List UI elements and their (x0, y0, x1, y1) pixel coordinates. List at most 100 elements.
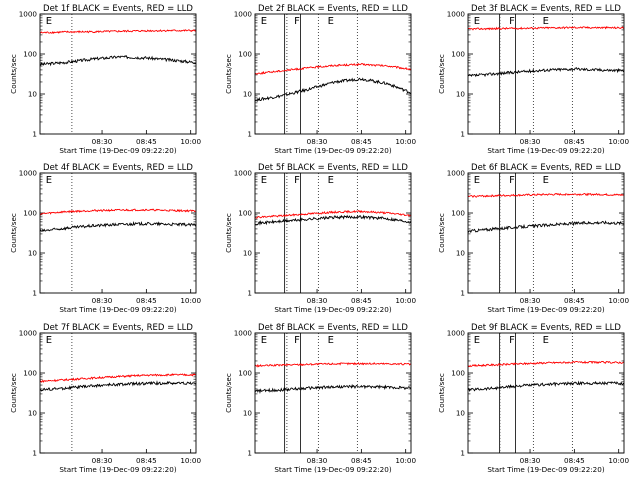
x-tick-label: 08:45 (564, 456, 585, 465)
plot-frame (254, 13, 412, 135)
x-tick-label: 08:45 (351, 137, 372, 146)
y-tick-label: 1000 (447, 10, 466, 19)
plot-frame (467, 172, 625, 294)
flag-label: E (328, 16, 334, 27)
x-tick-label: 08:45 (564, 137, 585, 146)
x-tick-label: 08:30 (520, 296, 541, 305)
y-tick-label: 100 (23, 209, 37, 218)
y-axis-label: Counts/sec (224, 213, 233, 253)
x-tick-label: 10:00 (395, 456, 416, 465)
y-tick-label: 1000 (234, 169, 253, 178)
y-tick-label: 1 (460, 130, 465, 139)
x-axis-label: Start Time (19-Dec-09 09:22:20) (59, 305, 176, 314)
panel-title: Det 8f BLACK = Events, RED = LLD (258, 323, 408, 333)
flag-label: F (509, 175, 515, 186)
y-tick-label: 1 (32, 289, 37, 298)
x-axis-label: Start Time (19-Dec-09 09:22:20) (487, 146, 604, 155)
flag-label: E (328, 175, 334, 186)
y-axis-label: Counts/sec (9, 54, 18, 94)
y-tick-label: 100 (451, 369, 465, 378)
series-line-events (39, 221, 197, 233)
plot-frame (467, 13, 625, 135)
flag-label: E (261, 335, 267, 346)
series-line-events (467, 67, 625, 78)
y-tick-label: 1 (247, 449, 252, 458)
y-tick-label: 1 (32, 449, 37, 458)
flag-label: F (509, 16, 515, 27)
series-line-lld (467, 25, 625, 31)
flag-label: E (46, 175, 52, 186)
flag-label: E (261, 175, 267, 186)
plot-frame (39, 172, 197, 294)
x-axis-label: Start Time (19-Dec-09 09:22:20) (487, 305, 604, 314)
x-tick-label: 08:30 (520, 137, 541, 146)
flag-label: E (543, 16, 549, 27)
y-axis-label: Counts/sec (224, 54, 233, 94)
y-tick-label: 1000 (234, 10, 253, 19)
x-axis-label: Start Time (19-Dec-09 09:22:20) (487, 465, 604, 474)
panel-det-6: Det 6f BLACK = Events, RED = LLD 1 10 100 10… (437, 163, 629, 314)
x-tick-label: 08:45 (136, 296, 157, 305)
series-line-events (467, 220, 625, 234)
flag-label: E (474, 335, 480, 346)
flag-label: E (46, 16, 52, 27)
y-tick-label: 1 (460, 289, 465, 298)
x-tick-label: 08:30 (92, 296, 113, 305)
x-tick-label: 08:30 (307, 137, 328, 146)
series-line-events (39, 54, 197, 67)
plot-frame (254, 332, 412, 454)
series-line-lld (467, 360, 625, 368)
flag-label: F (294, 175, 300, 186)
x-tick-label: 10:00 (608, 296, 629, 305)
y-tick-label: 1 (32, 130, 37, 139)
y-axis-label: Counts/sec (9, 213, 18, 253)
y-tick-label: 100 (451, 50, 465, 59)
panel-det-7: Det 7f BLACK = Events, RED = LLD11010010… (9, 323, 358, 474)
y-tick-label: 100 (238, 209, 252, 218)
series-line-events (254, 214, 412, 226)
y-axis-label: Counts/sec (437, 213, 446, 253)
series-line-lld (39, 208, 197, 216)
x-tick-label: 08:30 (92, 137, 113, 146)
y-tick-label: 1000 (447, 169, 466, 178)
y-tick-label: 100 (23, 50, 37, 59)
x-axis-label: Start Time (19-Dec-09 09:22:20) (274, 146, 391, 155)
x-tick-label: 10:00 (180, 296, 201, 305)
x-tick-label: 10:00 (395, 296, 416, 305)
y-axis-label: Counts/sec (9, 373, 18, 413)
x-tick-label: 08:45 (564, 296, 585, 305)
y-tick-label: 1000 (19, 169, 38, 178)
x-axis-label: Start Time (19-Dec-09 09:22:20) (274, 305, 391, 314)
panel-title: Det 9f BLACK = Events, RED = LLD (471, 323, 621, 333)
flag-label: E (543, 175, 549, 186)
series-line-lld (39, 29, 197, 34)
y-tick-label: 10 (243, 90, 253, 99)
y-axis-label: Counts/sec (224, 373, 233, 413)
x-tick-label: 10:00 (180, 137, 201, 146)
y-tick-label: 100 (23, 369, 37, 378)
y-tick-label: 10 (456, 409, 466, 418)
panel-title: Det 7f BLACK = Events, RED = LLD (43, 323, 193, 333)
panel-title: Det 6f BLACK = Events, RED = LLD (471, 163, 621, 173)
y-tick-label: 100 (238, 369, 252, 378)
x-axis-label: Start Time (19-Dec-09 09:22:20) (59, 465, 176, 474)
panel-title: Det 2f BLACK = Events, RED = LLD (258, 4, 408, 14)
panel-title: Det 1f BLACK = Events, RED = LLD (43, 4, 193, 14)
y-tick-label: 1000 (447, 329, 466, 338)
panel-det-9: Det 9f BLACK = Events, RED = LLD 1 10 100 10… (437, 323, 629, 474)
x-tick-label: 10:00 (608, 456, 629, 465)
series-line-events (467, 380, 625, 392)
flag-label: F (294, 16, 300, 27)
panel-det-2: Det 2f BLACK = Events, RED = LLD 1 10 100 10… (224, 4, 573, 155)
flag-label: E (474, 16, 480, 27)
panel-det-3: Det 3f BLACK = Events, RED = LLD 1 10 100 10… (437, 4, 629, 155)
flag-label: E (474, 175, 480, 186)
y-tick-label: 100 (238, 50, 252, 59)
plot-frame (467, 332, 625, 454)
x-tick-label: 08:45 (351, 456, 372, 465)
panel-det-4: Det 4f BLACK = Events, RED = LLD11010010… (9, 163, 358, 314)
y-tick-label: 10 (28, 90, 38, 99)
y-tick-label: 1000 (19, 329, 38, 338)
panel-det-1: Det 1f BLACK = Events, RED = LLD 1 10 100 10… (9, 4, 358, 155)
